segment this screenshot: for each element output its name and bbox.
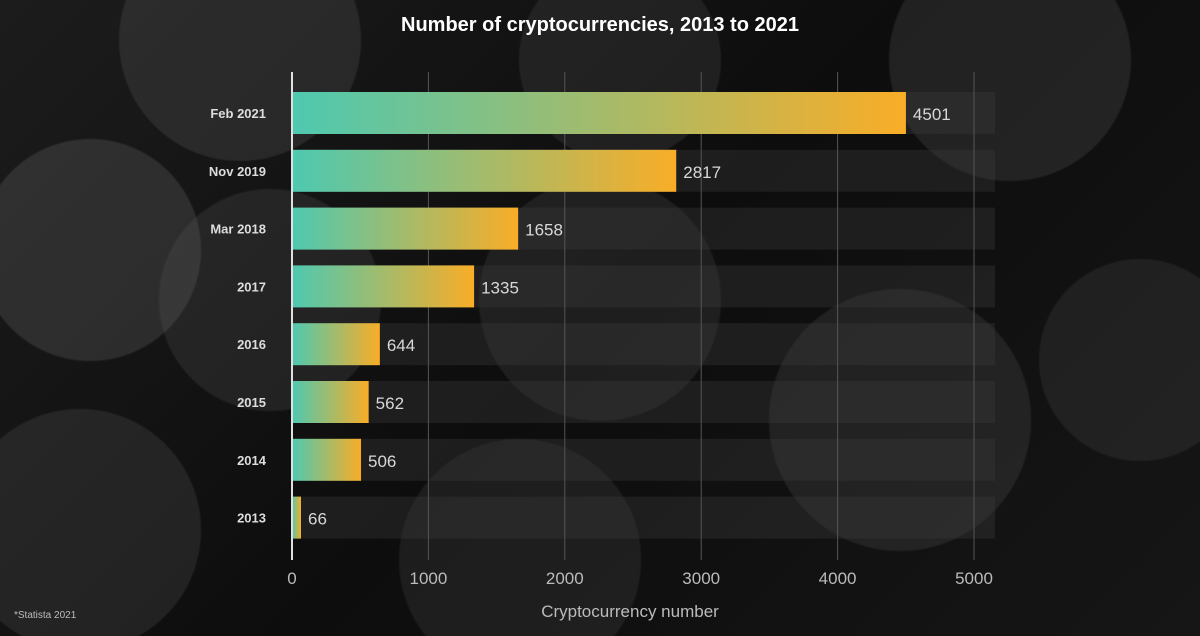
- x-axis-label: Cryptocurrency number: [541, 602, 719, 621]
- category-label: Feb 2021: [210, 106, 266, 121]
- chart-title: Number of cryptocurrencies, 2013 to 2021: [401, 14, 799, 36]
- category-label: Nov 2019: [209, 164, 266, 179]
- value-label: 2817: [683, 163, 721, 182]
- category-labels: Feb 2021 Nov 2019 Mar 2018 2017 2016 2015 2014…: [209, 106, 267, 526]
- bar: [292, 381, 369, 423]
- value-label: 1335: [481, 278, 519, 297]
- row-stripe: [292, 496, 995, 539]
- category-label: 2013: [237, 511, 266, 526]
- bar: [292, 265, 475, 308]
- value-label: 66: [308, 510, 327, 529]
- x-tick-label: 3000: [682, 569, 720, 588]
- category-label: 2015: [237, 395, 266, 410]
- category-label: 2017: [237, 279, 266, 294]
- bar: [292, 438, 362, 481]
- row-stripe: [292, 438, 995, 481]
- grid-lines: [427, 72, 975, 560]
- value-label: 644: [387, 336, 415, 355]
- x-tick-label: 4000: [819, 569, 857, 588]
- value-label: 562: [376, 394, 404, 413]
- bar: [292, 149, 677, 192]
- bar: [292, 496, 302, 539]
- row-stripe: [292, 381, 995, 423]
- x-tick-label: 5000: [955, 569, 993, 588]
- value-label: 1658: [525, 221, 563, 240]
- row-stripe: [292, 323, 995, 366]
- value-label: 506: [368, 452, 396, 471]
- bars: [292, 92, 906, 539]
- category-label: Mar 2018: [210, 222, 266, 237]
- bar: [292, 323, 380, 366]
- bar: [292, 92, 906, 134]
- bar: [292, 207, 519, 250]
- value-labels: 4501 2817 1658 1335 644 562 506 66: [308, 105, 951, 529]
- x-tick-label: 1000: [409, 569, 447, 588]
- x-tick-labels: 0 1000 2000 3000 4000 5000: [287, 569, 993, 588]
- x-tick-label: 0: [287, 569, 296, 588]
- category-label: 2016: [237, 337, 266, 352]
- value-label: 4501: [913, 105, 951, 124]
- source-note: *Statista 2021: [14, 610, 77, 621]
- category-label: 2014: [237, 453, 267, 468]
- x-tick-label: 2000: [546, 569, 584, 588]
